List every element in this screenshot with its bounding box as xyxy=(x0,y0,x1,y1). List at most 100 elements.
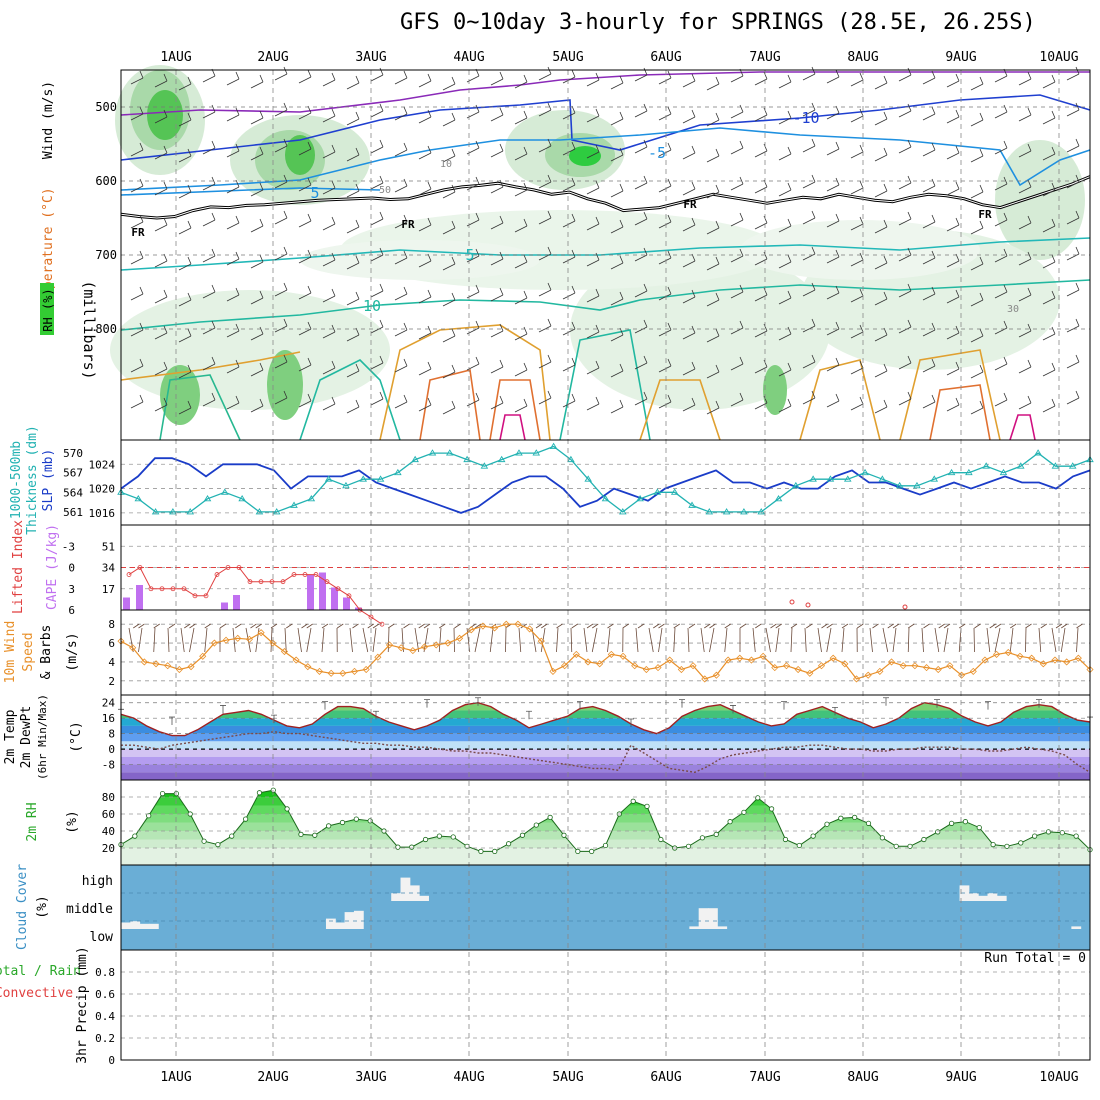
wind-speed-point xyxy=(724,656,732,664)
wind-speed-point xyxy=(339,669,347,677)
wind-barb xyxy=(438,623,446,653)
wind-barb xyxy=(850,252,864,267)
wind-barb xyxy=(922,106,936,121)
contour-label-5: 5 xyxy=(310,184,319,202)
wind-barb xyxy=(922,178,936,193)
wind-speed-point xyxy=(152,660,160,668)
wind-barb xyxy=(970,112,984,127)
wind-barb xyxy=(394,214,408,229)
wind-barb xyxy=(1038,623,1047,653)
wind-barb xyxy=(322,108,336,123)
wind-barb xyxy=(514,398,528,413)
thickness-point xyxy=(774,494,783,502)
rh-point xyxy=(339,819,346,826)
wind-barb xyxy=(418,217,432,232)
wind-barb xyxy=(874,219,888,234)
wind-barb xyxy=(414,623,425,653)
wind-barb xyxy=(1042,218,1056,233)
wind-barb xyxy=(802,138,816,153)
wind-barb xyxy=(226,71,240,86)
wind-barb xyxy=(394,286,408,301)
wind-barb xyxy=(370,247,384,262)
minmax-marker xyxy=(220,705,226,714)
wind-barb xyxy=(154,145,168,160)
wind-barb xyxy=(270,623,278,653)
wind-barb xyxy=(298,141,312,156)
wind-speed-point xyxy=(444,639,452,647)
thickness-point xyxy=(221,488,229,495)
temp-label-a: 2m Temp xyxy=(3,709,18,764)
wind-speed-point xyxy=(140,658,148,666)
day-label-top: 2AUG xyxy=(257,50,288,65)
day-label-bottom: 9AUG xyxy=(945,1070,976,1085)
wind-barb xyxy=(1066,102,1080,117)
wind-barb xyxy=(778,146,792,161)
wind-barb xyxy=(562,177,576,192)
wind-barb xyxy=(394,178,408,193)
wind-barb xyxy=(394,394,408,409)
isotherm-contour xyxy=(120,279,1091,331)
wind-speed-point xyxy=(654,664,662,672)
wind-barb xyxy=(682,325,696,340)
wind-barb xyxy=(349,623,359,653)
wind-barb xyxy=(514,182,528,197)
wind-barb xyxy=(922,394,936,409)
wind-barb xyxy=(167,623,176,653)
wind-speed-point xyxy=(1028,654,1036,662)
li-point xyxy=(214,572,220,577)
wind-speed-point xyxy=(164,662,172,670)
wind-speed-point xyxy=(222,636,230,644)
isotherm-contour xyxy=(120,187,381,196)
wind-tick-label: 4 xyxy=(108,656,115,669)
rh-point xyxy=(284,806,290,812)
wind-barb xyxy=(775,623,782,653)
wind-barb xyxy=(178,292,192,307)
wind-barb xyxy=(514,290,528,305)
cloud-bar-high xyxy=(400,877,411,901)
wind-barb xyxy=(370,103,384,118)
temp-band xyxy=(121,741,1090,750)
wind-barb xyxy=(946,397,960,412)
wind-barb xyxy=(994,140,1008,155)
wind-barb xyxy=(442,184,456,199)
wind-speed-point xyxy=(304,663,312,671)
day-label-top: 1AUG xyxy=(160,50,191,65)
wind-barb xyxy=(138,623,145,653)
rh-point xyxy=(976,824,982,831)
wind-barb xyxy=(634,211,648,226)
cape-tick-label: 51 xyxy=(102,540,115,553)
wind-barb xyxy=(730,356,744,371)
temp-label-d: (°C) xyxy=(69,721,84,752)
wind-barb xyxy=(202,284,216,299)
temp-label-b: 2m DewPt xyxy=(19,706,34,769)
wind-barb xyxy=(922,322,936,337)
wind-speed-point xyxy=(689,662,697,670)
freezing-level-line-inner xyxy=(120,176,1091,219)
wind-barb xyxy=(826,357,840,372)
cloud-bar-middle xyxy=(689,926,700,929)
thickness-point xyxy=(999,468,1008,476)
wind-barb xyxy=(586,360,600,375)
temp-line xyxy=(120,701,1091,737)
wind-barb xyxy=(730,392,744,407)
wind-speed-point xyxy=(642,665,650,674)
wind-barb xyxy=(1018,359,1032,374)
minmax-marker xyxy=(679,699,685,708)
wind-barb xyxy=(490,71,504,86)
wind-barb xyxy=(1018,287,1032,302)
wind-barb xyxy=(202,392,216,407)
wind-barb xyxy=(370,211,384,226)
wind-barb xyxy=(394,322,408,337)
wind-barb xyxy=(970,292,984,307)
thickness-point xyxy=(705,508,714,515)
thickness-point xyxy=(549,442,558,449)
thickness-point xyxy=(255,508,264,515)
thickness-point xyxy=(601,494,610,502)
wind-barb xyxy=(298,285,312,300)
wind-barb xyxy=(946,361,960,376)
wind-barb xyxy=(994,176,1008,191)
day-label-top: 3AUG xyxy=(355,50,386,65)
rh-point xyxy=(589,848,595,855)
wind-barb xyxy=(202,140,216,155)
wind-barb xyxy=(442,364,456,379)
